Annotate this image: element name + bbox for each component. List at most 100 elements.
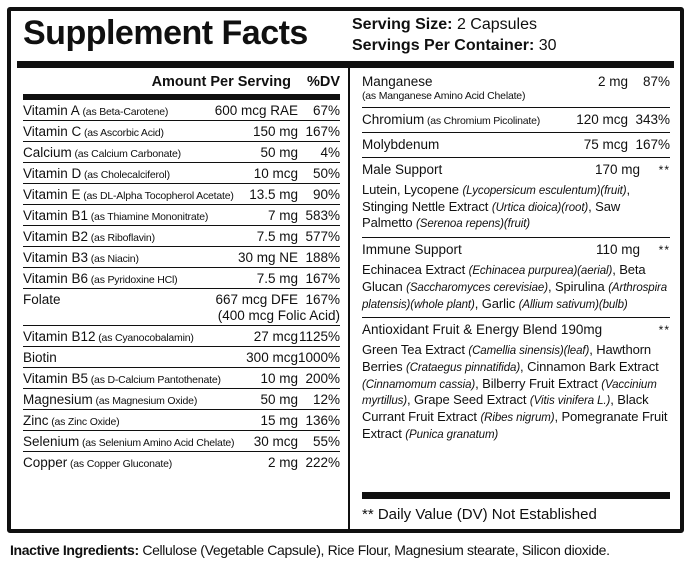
nutrient-dv: 87% [642, 74, 670, 89]
right-blocks: Manganese 2 mg 87% (as Manganese Amino A… [362, 70, 670, 448]
nutrient-row-line: Zinc (as Zinc Oxide) 15 mg 136% [23, 413, 340, 428]
nutrient-dv: 90% [312, 187, 340, 202]
nutrient-row: Vitamin B1 (as Thiamine Mononitrate) 7 m… [23, 205, 340, 226]
nutrient-name: Vitamin E [23, 187, 81, 202]
right-column: Manganese 2 mg 87% (as Manganese Amino A… [350, 68, 680, 529]
ingredient-name: , Cinnamon Bark Extract [520, 359, 659, 375]
nutrient-row: Copper (as Copper Gluconate) 2 mg 222% [23, 452, 340, 472]
right-nutrient-block: Antioxidant Fruit & Energy Blend 190mg *… [362, 318, 670, 447]
nutrient-row-line: Male Support 170 mg ** [362, 162, 670, 177]
nutrient-name: Vitamin A [23, 103, 80, 118]
nutrient-row: Biotin 300 mcg 1000% [23, 347, 340, 368]
ingredient-latin-name: (Vitis vinifera L.) [529, 395, 611, 408]
serving-size-value: 2 Capsules [456, 16, 537, 33]
nutrient-name: Magnesium [23, 392, 93, 407]
nutrient-name: Vitamin B1 [23, 208, 89, 223]
servings-per-container-value: 30 [538, 36, 557, 54]
nutrient-amount: 27 mcg [253, 329, 298, 344]
nutrient-row: Selenium (as Selenium Amino Acid Chelate… [23, 431, 340, 452]
nutrient-amount: 2 mg [267, 455, 298, 470]
nutrient-amount: 7 mg [267, 208, 298, 223]
nutrient-form: (as Ascorbic Acid) [81, 127, 164, 139]
nutrient-dv: 167% [305, 124, 340, 139]
nutrient-row-line: Vitamin B12 (as Cyanocobalamin) 27 mcg 1… [23, 329, 340, 344]
nutrient-dv: 1125% [298, 329, 340, 344]
nutrient-amount: 13.5 mg [249, 187, 298, 202]
nutrient-row: Vitamin A (as Beta-Carotene) 600 mcg RAE… [23, 100, 340, 121]
left-header-bar [23, 94, 340, 100]
nutrient-form: (as Calcium Carbonate) [71, 148, 181, 160]
nutrient-dv: 167% [305, 292, 340, 307]
nutrient-amount: 7.5 mg [256, 271, 298, 286]
nutrient-row: Folate 667 mcg DFE 167% (400 mcg Folic A… [23, 289, 340, 326]
nutrient-dv: ** [658, 323, 670, 338]
nutrient-dv: 583% [305, 208, 340, 223]
panel-header: Supplement Facts Serving Size: 2 Capsule… [11, 11, 680, 61]
nutrient-amount: 10 mcg [253, 166, 298, 181]
nutrient-row-line: Vitamin C (as Ascorbic Acid) 150 mg 167% [23, 124, 340, 139]
nutrient-dv: 4% [320, 145, 340, 160]
nutrient-name: Selenium [23, 434, 80, 449]
ingredient-name: , Grape Seed Extract [407, 392, 530, 408]
nutrient-form: (as Selenium Amino Acid Chelate) [79, 437, 235, 449]
nutrient-dv: 67% [312, 103, 340, 118]
ingredient-name: , Bilberry Fruit Extract [475, 375, 602, 391]
nutrient-amount: 30 mg NE [237, 250, 298, 265]
nutrient-row: Vitamin E (as DL-Alpha Tocopherol Acetat… [23, 184, 340, 205]
ingredient-name: , Pomegranate Fruit Extract [362, 409, 668, 441]
nutrient-name: Vitamin B12 [23, 329, 96, 344]
daily-value-footnote: ** Daily Value (DV) Not Established [362, 506, 597, 523]
nutrient-dv: 1000% [297, 350, 340, 365]
servings-per-container-label: Servings Per Container: [352, 36, 535, 54]
ingredient-name: , Black Currant Fruit Extract [362, 392, 649, 425]
nutrient-name: Zinc [23, 413, 49, 428]
nutrient-amount: 50 mg [260, 392, 298, 407]
ingredient-latin-name: (Allium sativum)(bulb) [518, 298, 628, 311]
nutrient-name: Immune Support [362, 242, 462, 258]
nutrient-form: (as Zinc Oxide) [48, 416, 120, 428]
supplement-facts-panel: Supplement Facts Serving Size: 2 Capsule… [7, 7, 684, 533]
ingredient-name: Echinacea Extract [362, 262, 469, 278]
ingredient-latin-name: (Urtica dioica)(root) [491, 201, 589, 214]
nutrient-row-line: Copper (as Copper Gluconate) 2 mg 222% [23, 455, 340, 470]
nutrient-form: (as DL-Alpha Tocopherol Acetate) [80, 190, 234, 202]
nutrient-dv: 50% [312, 166, 340, 181]
nutrient-row: Vitamin B5 (as D-Calcium Pantothenate) 1… [23, 368, 340, 389]
nutrient-form: (as Magnesium Oxide) [92, 395, 198, 407]
nutrient-row-line: Magnesium (as Magnesium Oxide) 50 mg 12% [23, 392, 340, 407]
nutrient-name: Vitamin B3 [23, 250, 89, 265]
nutrient-name: Vitamin C [23, 124, 82, 139]
column-divider [348, 68, 350, 529]
nutrient-name: Vitamin B6 [23, 271, 89, 286]
nutrient-row-line: Vitamin B3 (as Niacin) 30 mg NE 188% [23, 250, 340, 265]
nutrient-form: (as Niacin) [88, 253, 139, 265]
nutrient-form: (as Riboflavin) [88, 232, 155, 244]
nutrient-dv: 200% [305, 371, 340, 386]
nutrient-form: (as Pyridoxine HCl) [88, 274, 178, 286]
inactive-ingredients-label: Inactive Ingredients: [10, 542, 139, 558]
nutrient-amount: 300 mcg [246, 350, 298, 365]
ingredient-latin-name: (Serenoa repens)(fruit) [416, 218, 531, 231]
nutrient-row: Vitamin D (as Cholecalciferol) 10 mcg 50… [23, 163, 340, 184]
ingredient-latin-name: (Lycopersicum esculentum)(fruit) [462, 185, 627, 197]
nutrient-name: Manganese [362, 74, 433, 89]
ingredient-latin-name: (Saccharomyces cerevisiae) [406, 281, 548, 294]
ingredient-latin-name: (Crataegus pinnatifida) [406, 362, 521, 375]
nutrient-amount: 120 mcg [576, 112, 628, 127]
nutrient-row-line: Vitamin E (as DL-Alpha Tocopherol Acetat… [23, 187, 340, 202]
nutrient-row: Vitamin B3 (as Niacin) 30 mg NE 188% [23, 247, 340, 268]
ingredient-latin-name: (Echinacea purpurea)(aerial) [468, 265, 613, 278]
ingredient-name: , Spirulina [547, 278, 609, 294]
nutrient-row-line: Selenium (as Selenium Amino Acid Chelate… [23, 434, 340, 449]
inactive-ingredients-line: Inactive Ingredients: Cellulose (Vegetab… [10, 542, 610, 558]
nutrient-name: Biotin [23, 350, 57, 365]
ingredient-latin-name: (Ribes nigrum) [480, 412, 555, 425]
header-divider-bar [17, 61, 674, 68]
ingredient-latin-name: (Punica granatum) [405, 428, 499, 441]
nutrient-row-line: Calcium (as Calcium Carbonate) 50 mg 4% [23, 145, 340, 160]
inactive-ingredients-text: Cellulose (Vegetable Capsule), Rice Flou… [138, 542, 610, 558]
nutrient-dv: ** [658, 163, 670, 177]
serving-size-label: Serving Size: [352, 16, 453, 33]
nutrient-form: (as Cholecalciferol) [81, 169, 170, 181]
nutrient-dv: 343% [635, 112, 670, 127]
